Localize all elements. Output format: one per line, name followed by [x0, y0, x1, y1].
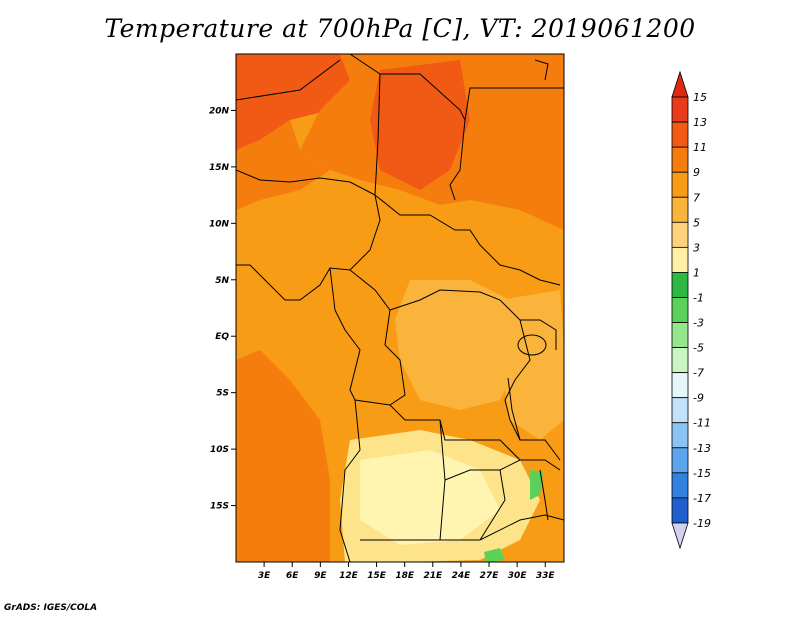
- colorbar-segment-2: [671, 146, 689, 173]
- cool-patch-east: [530, 470, 543, 500]
- palest-region-south: [360, 450, 500, 545]
- mild-region-east: [500, 290, 564, 440]
- colorbar-bottom-arrow: [671, 522, 689, 550]
- country-border-12: [444, 459, 561, 481]
- map-frame: [235, 53, 565, 563]
- country-border-6: [349, 269, 521, 321]
- colorbar-segment-13: [671, 422, 689, 449]
- colorbar-label-7: 1: [693, 266, 700, 279]
- grads-credit: GrADS: IGES/COLA: [4, 603, 98, 613]
- country-border-0: [236, 169, 381, 301]
- temperature-map: 20N 15N 10N 5N EQ 5S 10S 15S 3E 6E 9E 12E 15E 18E 21E…: [209, 53, 711, 581]
- lat-label-EQ: EQ: [215, 332, 229, 342]
- colorbar-label-9: -3: [693, 317, 704, 330]
- colorbar-segment-6: [671, 246, 689, 273]
- cool-patch-south: [484, 548, 505, 562]
- lon-label-24E: 24E: [452, 571, 472, 581]
- lat-label-5S: 5S: [216, 389, 229, 399]
- colorbar-label-0: 15: [693, 91, 707, 104]
- lon-label-3E: 3E: [258, 571, 271, 581]
- warm-region-north-core: [370, 60, 470, 190]
- colorbar-segment-15: [671, 472, 689, 499]
- colorbar-segment-5: [671, 221, 689, 248]
- colorbar-segment-9: [671, 322, 689, 348]
- colorbar-segment-10: [671, 347, 689, 374]
- colorbar-segment-4: [671, 196, 689, 223]
- country-border-16: [520, 319, 557, 350]
- country-borders: [236, 54, 564, 562]
- colorbar-segment-0: [671, 96, 689, 123]
- colorbar-label-13: -11: [693, 417, 711, 430]
- country-border-2: [349, 54, 381, 196]
- lat-label-10N: 10N: [209, 219, 230, 229]
- coastline-nile-delta: [534, 59, 549, 81]
- longitude-axis: 3E 6E 9E 12E 15E 18E 21E 24E 27E 30E 33E: [258, 562, 556, 581]
- colorbar-label-4: 7: [693, 191, 700, 204]
- colorbar-segment-1: [671, 121, 689, 148]
- colorbar-label-10: -5: [693, 342, 704, 355]
- lon-label-30E: 30E: [508, 571, 528, 581]
- colorbar-label-14: -13: [693, 442, 711, 455]
- warm-region-northwest: [236, 54, 350, 150]
- colorbar-segment-7: [671, 272, 689, 298]
- country-border-4: [464, 87, 564, 121]
- country-border-8: [384, 309, 406, 406]
- colorbar-label-3: 9: [693, 166, 700, 179]
- temperature-field: [236, 54, 564, 562]
- colorbar-label-16: -17: [693, 492, 711, 505]
- colorbar-segment-3: [671, 171, 689, 198]
- colorbar-segment-16: [671, 497, 689, 524]
- latitude-axis: 20N 15N 10N 5N EQ 5S 10S 15S: [209, 106, 236, 512]
- colorbar-label-2: 11: [693, 141, 707, 154]
- country-border-10: [339, 399, 361, 562]
- lon-label-9E: 9E: [314, 571, 327, 581]
- colorbar-label-17: -19: [693, 517, 711, 530]
- colorbar-segment-12: [671, 397, 689, 424]
- colorbar-label-15: -15: [693, 467, 711, 480]
- mild-region-central: [395, 280, 520, 410]
- lat-label-20N: 20N: [209, 106, 230, 116]
- lon-label-27E: 27E: [480, 571, 500, 581]
- country-border-5: [236, 59, 341, 101]
- colorbar-label-8: -1: [693, 291, 704, 304]
- lake-tanganyika: [507, 377, 521, 441]
- lat-label-5N: 5N: [215, 276, 229, 286]
- country-border-9: [504, 319, 561, 461]
- lon-label-21E: 21E: [423, 571, 443, 581]
- colorbar: 15 13 11 9 7 5 3 1 -1 -3 -5 -7 -9 -11 -13 -15 -17 -19: [671, 70, 711, 550]
- country-border-7: [329, 267, 521, 461]
- warm-region-west: [236, 120, 330, 210]
- colorbar-segment-8: [671, 297, 689, 323]
- lake-malawi: [539, 469, 549, 521]
- map-title: Temperature at 700hPa [C], VT: 201906120…: [104, 14, 696, 43]
- colorbar-label-11: -7: [693, 367, 704, 380]
- lat-label-10S: 10S: [210, 445, 229, 455]
- colorbar-label-6: 3: [693, 241, 700, 254]
- lon-label-15E: 15E: [367, 571, 387, 581]
- country-border-1: [374, 194, 561, 286]
- lon-label-6E: 6E: [286, 571, 299, 581]
- lon-label-12E: 12E: [339, 571, 359, 581]
- colorbar-segment-14: [671, 447, 689, 474]
- colorbar-label-12: -9: [693, 392, 704, 405]
- country-border-14: [479, 469, 506, 541]
- colorbar-label-1: 13: [693, 116, 707, 129]
- colorbar-label-5: 5: [693, 216, 700, 229]
- warm-region-southwest: [236, 350, 330, 562]
- lat-label-15N: 15N: [209, 163, 230, 173]
- lat-label-15S: 15S: [210, 502, 229, 512]
- colorbar-segment-11: [671, 372, 689, 399]
- lake-victoria: [517, 334, 547, 356]
- colorbar-top-arrow: [671, 70, 689, 98]
- country-border-11: [360, 419, 446, 541]
- lon-label-18E: 18E: [395, 571, 415, 581]
- country-border-13: [440, 514, 564, 541]
- lon-label-33E: 33E: [536, 571, 556, 581]
